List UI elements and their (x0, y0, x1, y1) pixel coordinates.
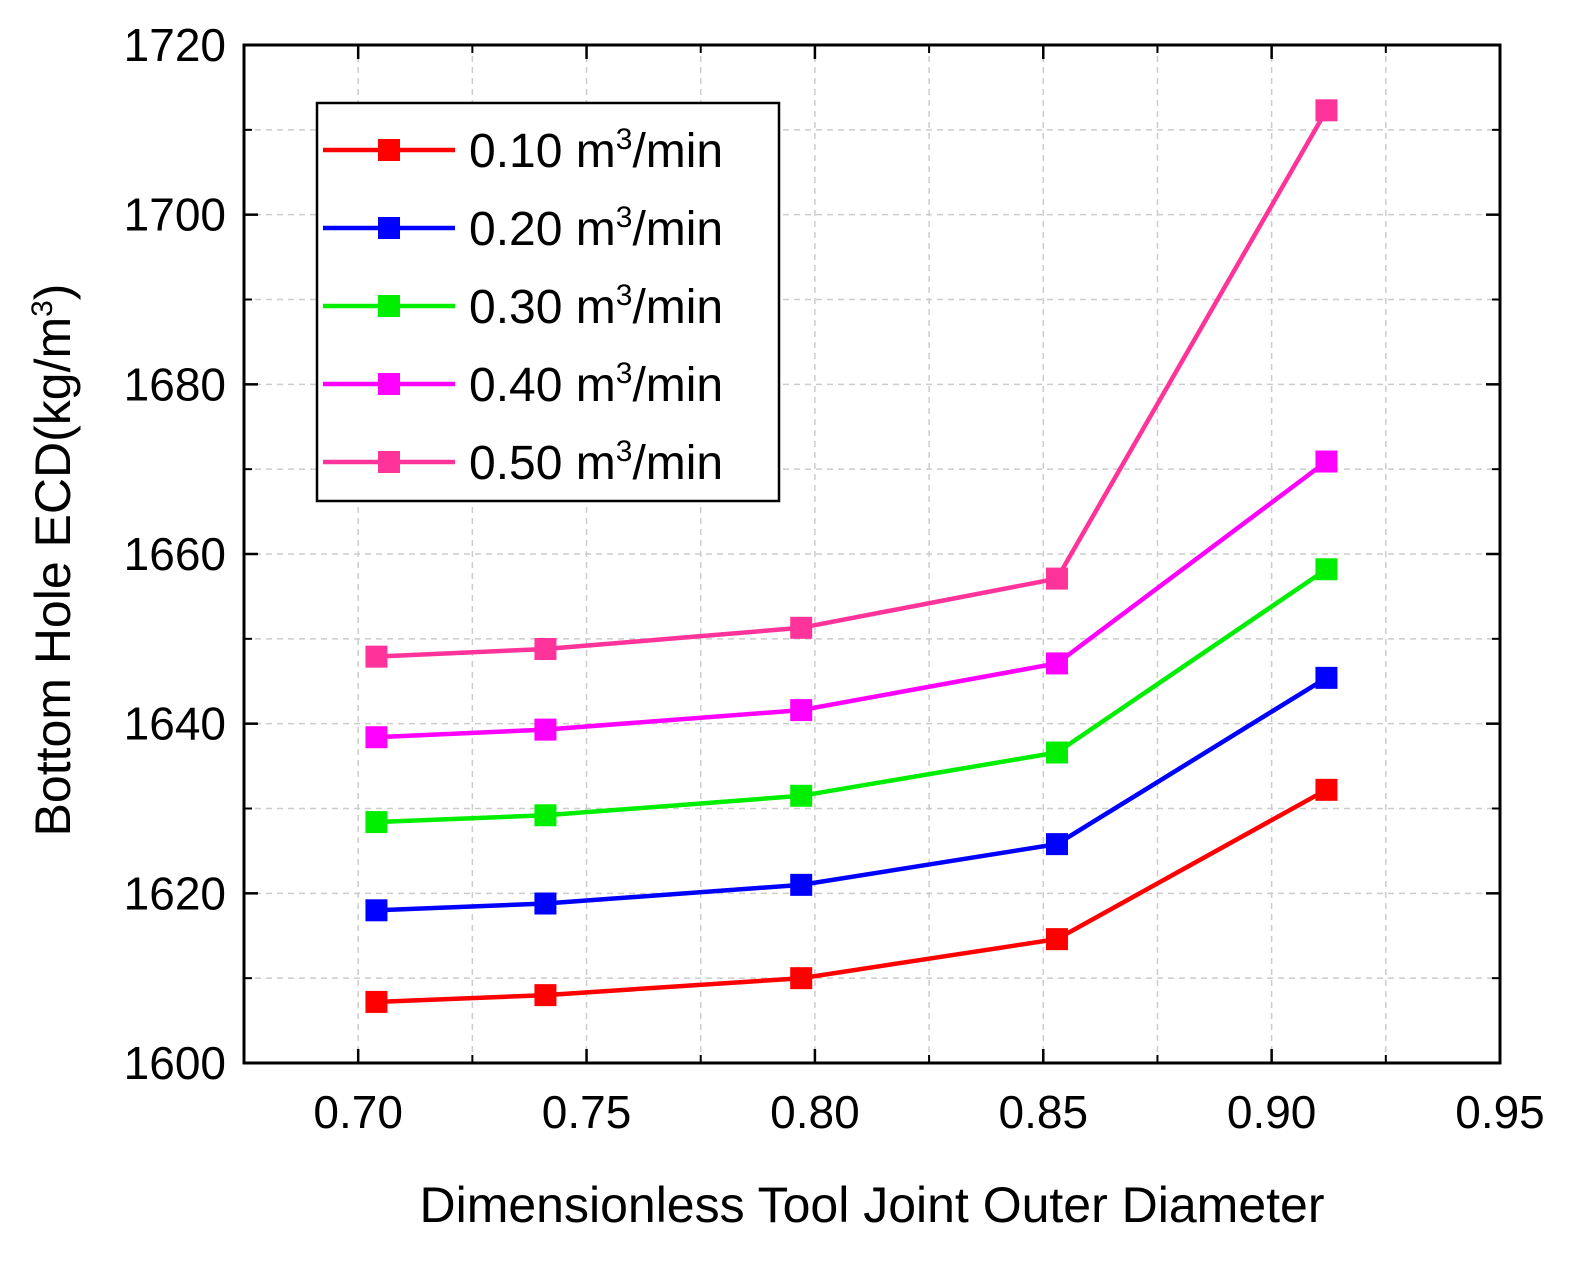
series-point (1315, 450, 1338, 473)
x-tick-label: 0.75 (542, 1086, 632, 1138)
x-tick-label: 0.90 (1227, 1086, 1317, 1138)
series-point (1045, 652, 1068, 675)
legend-label-main: 0.50 m (469, 437, 616, 490)
legend-label-end: /min (632, 437, 723, 490)
series-1 (365, 778, 1338, 1013)
legend-entry-3: 0.30 m3/min (323, 279, 723, 334)
y-tick-label: 1680 (124, 358, 226, 410)
series-point (1315, 778, 1338, 801)
series-line (376, 675, 1328, 913)
legend-marker (378, 217, 400, 239)
legend-label-main: 0.10 m (469, 125, 616, 178)
x-axis-title: Dimensionless Tool Joint Outer Diameter (419, 1177, 1324, 1233)
series-point (365, 990, 388, 1013)
legend-marker (378, 451, 400, 473)
legend-label-end: /min (632, 359, 723, 412)
y-axis-title-sup: 3 (26, 300, 59, 317)
y-tick-label: 1600 (124, 1037, 226, 1089)
series-point (534, 984, 557, 1007)
legend-entry-5: 0.50 m3/min (323, 435, 723, 490)
series-point (365, 645, 388, 668)
series-line (376, 567, 1328, 825)
series-point (1315, 99, 1338, 122)
legend-label: 0.40 m3/min (469, 357, 723, 412)
legend-label-sup: 3 (616, 435, 633, 468)
series-point (1315, 558, 1338, 581)
legend-label-main: 0.20 m (469, 203, 616, 256)
legend-label-end: /min (632, 203, 723, 256)
series-point (534, 892, 557, 915)
series-point (534, 718, 557, 741)
legend-label: 0.10 m3/min (469, 123, 723, 178)
series-3 (365, 558, 1338, 834)
tick-labels: 0.70 0.75 0.80 0.85 0.90 0.95 1600 1620 1640 1660… (124, 19, 1545, 1138)
series-point (1045, 567, 1068, 590)
y-tick-label: 1640 (124, 698, 226, 750)
legend-label-sup: 3 (616, 279, 633, 312)
legend-entry-1: 0.10 m3/min (323, 123, 723, 178)
legend-marker (378, 139, 400, 161)
y-tick-label: 1660 (124, 528, 226, 580)
series-point (790, 699, 813, 722)
legend-label: 0.50 m3/min (469, 435, 723, 490)
x-tick-label: 0.85 (999, 1086, 1089, 1138)
series-point (790, 616, 813, 639)
series-point (790, 967, 813, 990)
x-tick-label: 0.80 (770, 1086, 860, 1138)
legend-label-main: 0.40 m (469, 359, 616, 412)
series-point (1045, 928, 1068, 951)
legend-label: 0.20 m3/min (469, 201, 723, 256)
legend-entry-4: 0.40 m3/min (323, 357, 723, 412)
y-axis-title-end: ) (25, 284, 81, 301)
series-point (534, 804, 557, 827)
legend-marker (378, 373, 400, 395)
y-tick-label: 1700 (124, 189, 226, 241)
legend-label-end: /min (632, 281, 723, 334)
series-line (376, 787, 1328, 1005)
y-tick-label: 1720 (124, 19, 226, 71)
series-layer (365, 99, 1338, 1013)
legend-label: 0.30 m3/min (469, 279, 723, 334)
legend-marker (378, 295, 400, 317)
series-point (790, 784, 813, 807)
series-5 (365, 99, 1338, 668)
series-point (1045, 741, 1068, 764)
series-line (376, 459, 1328, 740)
y-axis-title: Bottom Hole ECD(kg/m3) (25, 284, 81, 837)
series-point (534, 638, 557, 661)
legend-label-sup: 3 (616, 357, 633, 390)
legend-entry-2: 0.20 m3/min (323, 201, 723, 256)
y-tick-label: 1620 (124, 867, 226, 919)
x-tick-label: 0.70 (313, 1086, 403, 1138)
series-point (1045, 833, 1068, 856)
series-point (365, 726, 388, 749)
series-point (365, 899, 388, 922)
y-axis-title-main: Bottom Hole ECD(kg/m (25, 317, 81, 837)
series-point (790, 873, 813, 896)
x-tick-label: 0.95 (1455, 1086, 1545, 1138)
series-point (1315, 666, 1338, 689)
legend-label-main: 0.30 m (469, 281, 616, 334)
axis-ticks (244, 43, 1502, 1065)
legend-label-sup: 3 (616, 201, 633, 234)
series-2 (365, 666, 1338, 922)
series-point (365, 811, 388, 834)
legend-label-end: /min (632, 125, 723, 178)
series-4 (365, 450, 1338, 749)
legend-label-sup: 3 (616, 123, 633, 156)
